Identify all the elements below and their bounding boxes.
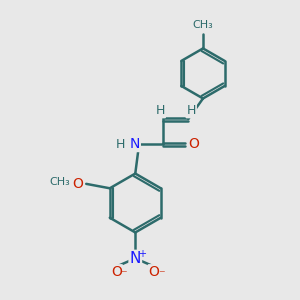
Text: O: O bbox=[188, 137, 199, 151]
Text: O: O bbox=[111, 265, 122, 279]
Text: CH₃: CH₃ bbox=[49, 177, 70, 188]
Text: N: N bbox=[130, 137, 140, 151]
Text: N: N bbox=[130, 251, 141, 266]
Text: H: H bbox=[115, 138, 125, 151]
Text: +: + bbox=[138, 249, 146, 259]
Text: CH₃: CH₃ bbox=[193, 20, 213, 31]
Text: O: O bbox=[73, 177, 83, 191]
Text: ⁻: ⁻ bbox=[158, 268, 165, 281]
Text: H: H bbox=[187, 104, 196, 117]
Text: O: O bbox=[149, 265, 160, 279]
Text: ⁻: ⁻ bbox=[120, 268, 127, 281]
Text: H: H bbox=[156, 104, 165, 117]
